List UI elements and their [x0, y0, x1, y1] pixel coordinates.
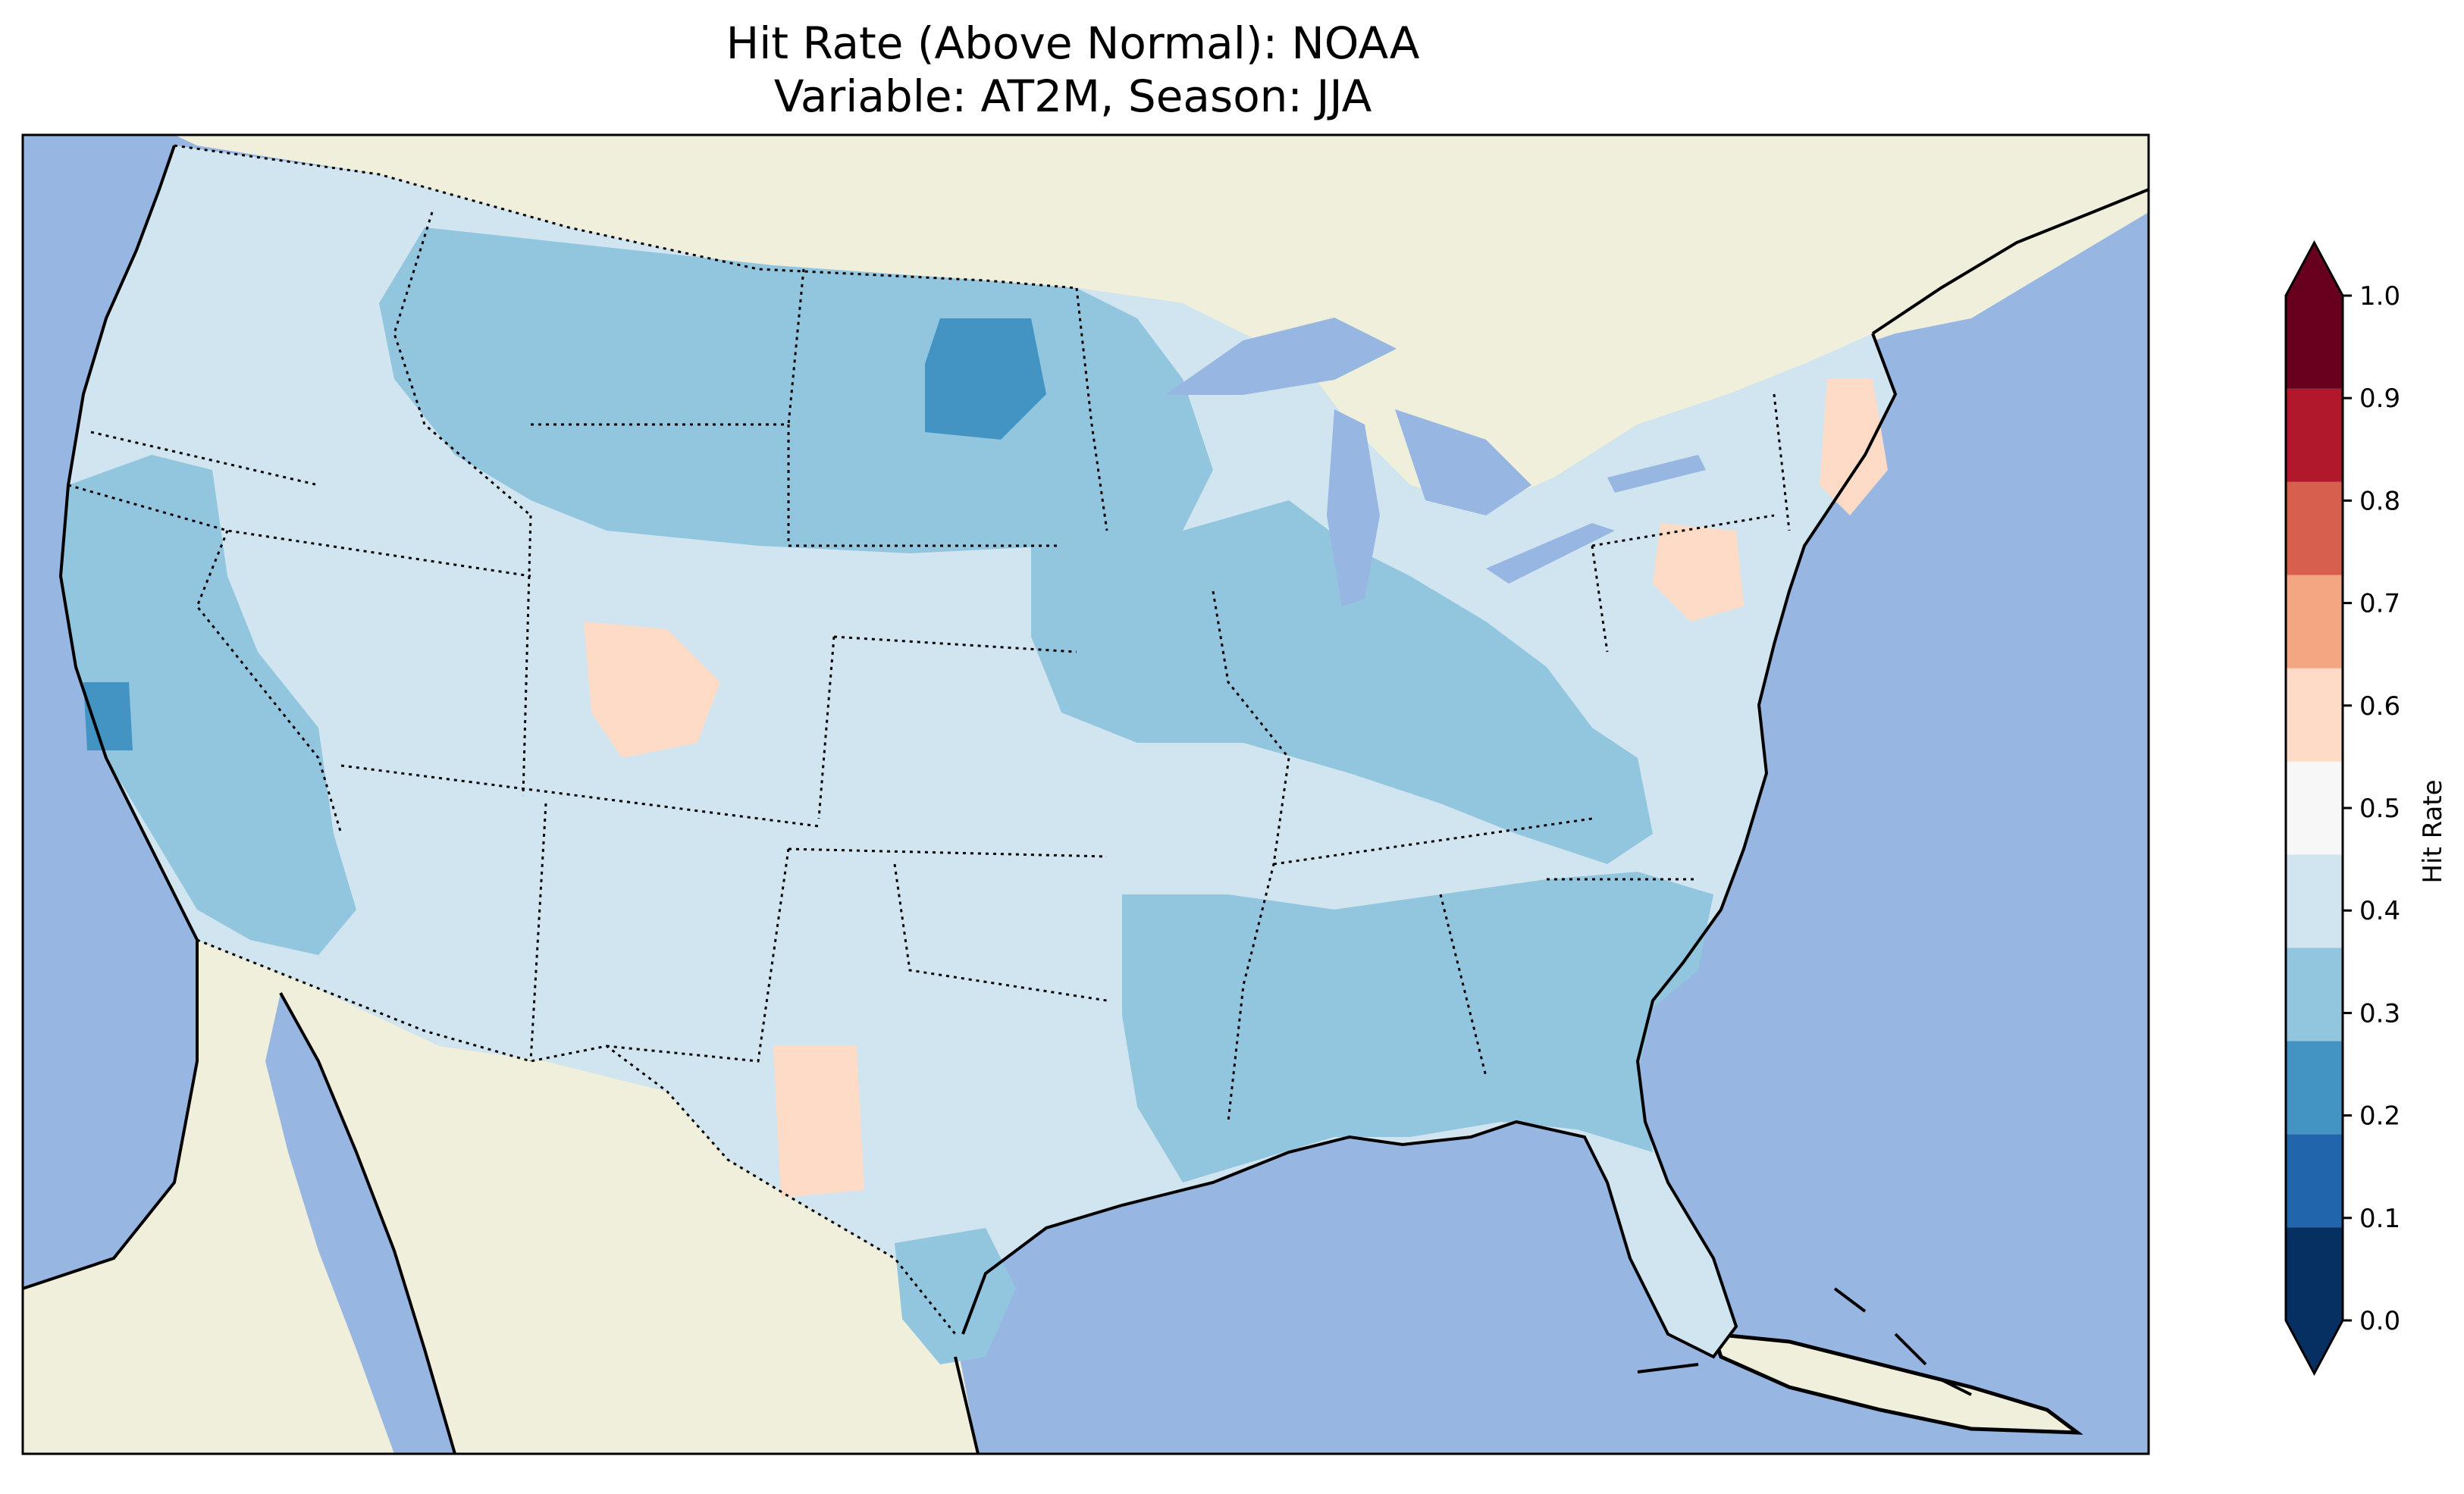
colorbar-tick-label: 0.5 — [2359, 794, 2400, 824]
hitrate-patch-dakota-dark — [925, 318, 1046, 440]
border-or-ca-nv — [67, 484, 531, 578]
border-new-england — [1773, 393, 1791, 531]
border-co-east — [817, 636, 835, 819]
gulf-of-california — [265, 993, 455, 1454]
colorbar-segment — [2286, 388, 2343, 482]
lake-ontario — [1607, 455, 1706, 493]
hitrate-patch-new-england-light — [1820, 379, 1888, 515]
baja-east-coastline — [279, 992, 456, 1454]
hit-rate-patches — [61, 227, 1888, 1364]
chart-title: Hit Rate (Above Normal): NOAA — [726, 17, 1420, 69]
border-sd-ne — [787, 424, 1061, 547]
gulf-coastline — [961, 333, 1898, 1359]
colorbar-segment — [2286, 1041, 2343, 1135]
hitrate-patch-texas-light — [773, 1046, 864, 1198]
border-ks-ok — [788, 847, 1108, 858]
cuba-land — [1710, 1332, 2083, 1435]
mexico-east-coastline — [954, 1356, 980, 1454]
west-coastline — [23, 145, 199, 1290]
border-ny-pa — [1591, 514, 1775, 547]
colorbar-tick-label: 0.9 — [2359, 384, 2400, 414]
colorbar-label: Hit Rate — [2418, 779, 2448, 883]
border-nm-tx — [606, 848, 790, 1063]
coastlines — [23, 145, 2149, 1454]
colorbar-tick-label: 0.6 — [2359, 691, 2400, 722]
colorbar-segment — [2286, 575, 2343, 669]
lake-huron — [1395, 409, 1531, 515]
bahamas-islands — [1833, 1287, 1972, 1396]
hitrate-patch-southeast — [1122, 872, 1713, 1182]
border-co-west — [522, 515, 532, 797]
colorbar-tick-label: 0.1 — [2359, 1204, 2400, 1234]
border-oh-pa — [1591, 545, 1609, 653]
hitrate-patch-midwest — [1031, 500, 1653, 864]
border-ca-nv — [196, 530, 343, 835]
border-ne-ks — [833, 635, 1077, 653]
colorbar: 0.0 0.1 0.2 0.3 0.4 0.5 0.6 0.7 0.8 0.9 1.0 — [2284, 240, 2400, 1377]
border-us-canada — [174, 144, 1077, 290]
hitrate-patch-pacific-coast — [61, 455, 356, 955]
border-nd-mn — [1075, 287, 1108, 531]
mexico-land — [23, 940, 978, 1454]
colorbar-tick-label: 0.7 — [2359, 589, 2400, 619]
border-ok-tx — [893, 863, 1108, 1002]
hitrate-patch-texas-south — [895, 1228, 1016, 1364]
colorbar-segment — [2286, 947, 2343, 1041]
lake-erie — [1486, 523, 1615, 584]
state-borders — [67, 144, 1791, 1335]
canada-land — [174, 135, 2149, 508]
border-al-ga — [1439, 894, 1487, 1077]
border-us-mexico — [196, 938, 957, 1335]
colorbar-segment — [2286, 668, 2343, 762]
florida-keys — [1637, 1363, 1699, 1373]
colorbar-tick-label: 0.3 — [2359, 998, 2400, 1029]
colorbar-tick-label: 0.4 — [2359, 896, 2400, 926]
lake-michigan — [1327, 409, 1380, 606]
hitrate-patch-california-dark — [83, 682, 133, 750]
border-tn-ky — [1273, 817, 1593, 866]
colorbar-tick-label: 1.0 — [2359, 281, 2400, 312]
colorbar-tick-label: 0.8 — [2359, 486, 2400, 516]
colorbar-segment — [2286, 1227, 2343, 1373]
colorbar-segment — [2286, 243, 2343, 389]
colorbar-tick-label: 0.0 — [2359, 1306, 2400, 1336]
map-content — [23, 135, 2149, 1454]
colorbar-segment — [2286, 481, 2343, 575]
colorbar-segment — [2286, 761, 2343, 855]
hitrate-patch-colorado-light — [584, 622, 720, 758]
lake-superior — [1165, 317, 1397, 395]
colorbar-tick-label: 0.2 — [2359, 1101, 2400, 1132]
border-id-mt — [393, 211, 531, 517]
chart-subtitle: Variable: AT2M, Season: JJA — [773, 70, 1372, 122]
border-az-nm — [529, 803, 547, 1062]
map-frame — [21, 133, 2150, 1455]
hitrate-patch-pennsylvania-light — [1653, 523, 1744, 622]
border-mt-nd — [787, 268, 805, 425]
colorbar-segment — [2286, 1134, 2343, 1228]
border-mississippi — [1212, 590, 1290, 1123]
hitrate-patch-northwest — [379, 227, 1213, 553]
canada-east-coastline — [1871, 188, 2149, 335]
border-wa-or — [90, 431, 319, 487]
colorbar-segment — [2286, 854, 2343, 948]
